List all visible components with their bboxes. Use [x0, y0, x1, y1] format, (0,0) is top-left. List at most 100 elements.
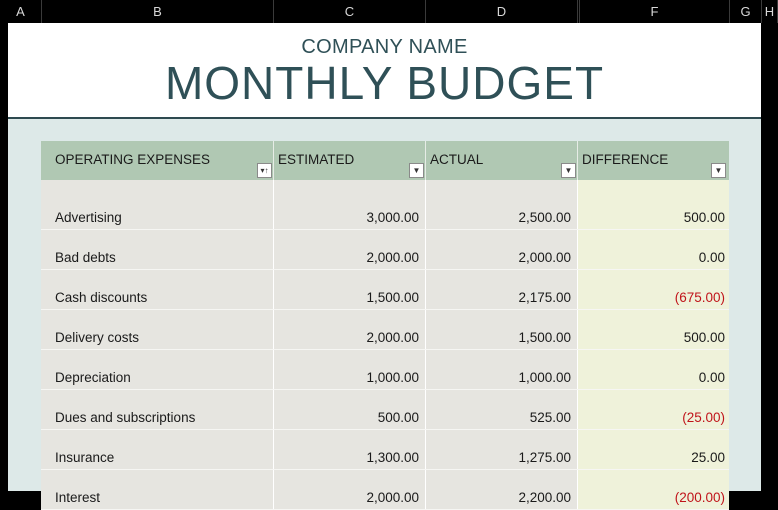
cell-actual[interactable]: 2,000.00 [426, 230, 578, 270]
header-label: DIFFERENCE [582, 152, 669, 167]
column-background [426, 180, 578, 510]
cell-difference[interactable]: 500.00 [578, 190, 729, 230]
column-header-a[interactable]: A [0, 0, 42, 23]
cell-estimated[interactable]: 1,500.00 [274, 270, 426, 310]
cell-estimated[interactable]: 1,000.00 [274, 350, 426, 390]
cell-expense-value: Insurance [55, 450, 115, 465]
cell-estimated[interactable]: 3,000.00 [274, 190, 426, 230]
column-header-b[interactable]: B [42, 0, 274, 23]
cell-actual[interactable]: 2,500.00 [426, 190, 578, 230]
cell-expense-value: Dues and subscriptions [55, 410, 196, 425]
cell-estimated[interactable]: 1,300.00 [274, 430, 426, 470]
cell-actual-value: 1,000.00 [518, 370, 571, 385]
column-header-c[interactable]: C [274, 0, 426, 23]
cell-estimated-value: 3,000.00 [366, 210, 419, 225]
company-name[interactable]: COMPANY NAME [301, 36, 468, 58]
header-operating-expenses[interactable]: OPERATING EXPENSES ▾↑ [41, 141, 274, 180]
cell-difference-value: (200.00) [674, 490, 725, 505]
cell-estimated[interactable]: 2,000.00 [274, 470, 426, 510]
cell-estimated[interactable]: 500.00 [274, 390, 426, 430]
cell-expense[interactable]: Delivery costs [41, 310, 274, 350]
cell-expense[interactable]: Depreciation [41, 350, 274, 390]
worksheet: COMPANY NAME MONTHLY BUDGET OPERATING EX… [8, 23, 761, 510]
cell-actual-value: 2,200.00 [518, 490, 571, 505]
header-actual[interactable]: ACTUAL ▼ [426, 141, 578, 180]
header-label: OPERATING EXPENSES [55, 152, 211, 167]
cell-estimated-value: 500.00 [377, 410, 419, 425]
column-header-f[interactable]: F [580, 0, 730, 23]
cell-difference-value: (25.00) [682, 410, 725, 425]
cell-expense[interactable]: Bad debts [41, 230, 274, 270]
table-area: OPERATING EXPENSES ▾↑ ESTIMATED ▼ ACTUAL… [8, 119, 761, 510]
cell-actual-value: 1,275.00 [518, 450, 571, 465]
column-background [41, 180, 274, 510]
filter-dropdown-icon[interactable]: ▼ [409, 163, 424, 178]
cell-estimated[interactable]: 2,000.00 [274, 230, 426, 270]
column-background [578, 180, 729, 510]
cell-difference-value: (675.00) [674, 290, 725, 305]
header-estimated[interactable]: ESTIMATED ▼ [274, 141, 426, 180]
cell-expense[interactable]: Insurance [41, 430, 274, 470]
column-header-e[interactable] [578, 0, 580, 23]
column-header-d[interactable]: D [426, 0, 578, 23]
cell-difference[interactable]: (675.00) [578, 270, 729, 310]
table-header-row: OPERATING EXPENSES ▾↑ ESTIMATED ▼ ACTUAL… [41, 141, 729, 180]
sort-filter-icon[interactable]: ▾↑ [257, 163, 272, 178]
table-row: Cash discounts 1,500.00 2,175.00 (675.00) [41, 270, 729, 310]
cell-expense[interactable]: Dues and subscriptions [41, 390, 274, 430]
cell-actual-value: 2,000.00 [518, 250, 571, 265]
title-band: COMPANY NAME MONTHLY BUDGET [8, 23, 761, 119]
table-row: Interest 2,000.00 2,200.00 (200.00) [41, 470, 729, 510]
cell-actual-value: 2,500.00 [518, 210, 571, 225]
filter-dropdown-icon[interactable]: ▼ [561, 163, 576, 178]
header-difference[interactable]: DIFFERENCE ▼ [578, 141, 729, 180]
cell-actual[interactable]: 1,275.00 [426, 430, 578, 470]
cell-expense-value: Advertising [55, 210, 122, 225]
table-row: Depreciation 1,000.00 1,000.00 0.00 [41, 350, 729, 390]
cell-difference-value: 500.00 [683, 330, 725, 345]
cell-actual[interactable]: 2,200.00 [426, 470, 578, 510]
cell-expense-value: Delivery costs [55, 330, 140, 345]
cell-expense[interactable]: Interest [41, 470, 274, 510]
cell-expense-value: Interest [55, 490, 101, 505]
header-label: ESTIMATED [278, 152, 355, 167]
table-row: Insurance 1,300.00 1,275.00 25.00 [41, 430, 729, 470]
cell-difference[interactable]: (200.00) [578, 470, 729, 510]
cell-estimated-value: 2,000.00 [366, 250, 419, 265]
cell-difference-value: 500.00 [683, 210, 725, 225]
column-header-h[interactable]: H [762, 0, 778, 23]
cell-difference[interactable]: 0.00 [578, 350, 729, 390]
budget-table: OPERATING EXPENSES ▾↑ ESTIMATED ▼ ACTUAL… [41, 141, 729, 510]
column-background [274, 180, 426, 510]
table-row: Bad debts 2,000.00 2,000.00 0.00 [41, 230, 729, 270]
cell-actual[interactable]: 1,000.00 [426, 350, 578, 390]
cell-expense[interactable]: Advertising [41, 190, 274, 230]
table-row: Delivery costs 2,000.00 1,500.00 500.00 [41, 310, 729, 350]
cell-actual-value: 1,500.00 [518, 330, 571, 345]
cell-estimated-value: 2,000.00 [366, 490, 419, 505]
cell-estimated-value: 1,500.00 [366, 290, 419, 305]
cell-expense-value: Cash discounts [55, 290, 148, 305]
cell-actual-value: 525.00 [529, 410, 571, 425]
cell-difference[interactable]: 0.00 [578, 230, 729, 270]
cell-difference[interactable]: 25.00 [578, 430, 729, 470]
cell-actual[interactable]: 525.00 [426, 390, 578, 430]
filter-dropdown-icon[interactable]: ▼ [711, 163, 726, 178]
cell-difference[interactable]: 500.00 [578, 310, 729, 350]
cell-estimated-value: 1,000.00 [366, 370, 419, 385]
cell-actual[interactable]: 2,175.00 [426, 270, 578, 310]
cell-expense-value: Depreciation [55, 370, 131, 385]
cell-estimated-value: 1,300.00 [366, 450, 419, 465]
cell-estimated[interactable]: 2,000.00 [274, 310, 426, 350]
cell-actual[interactable]: 1,500.00 [426, 310, 578, 350]
cell-expense[interactable]: Cash discounts [41, 270, 274, 310]
cell-estimated-value: 2,000.00 [366, 330, 419, 345]
cell-difference[interactable]: (25.00) [578, 390, 729, 430]
column-header-g[interactable]: G [730, 0, 762, 23]
column-header-bar: A B C D F G H [0, 0, 778, 23]
cell-difference-value: 0.00 [698, 370, 725, 385]
cell-difference-value: 0.00 [698, 250, 725, 265]
cell-difference-value: 25.00 [691, 450, 725, 465]
header-label: ACTUAL [430, 152, 484, 167]
page-title[interactable]: MONTHLY BUDGET [164, 57, 605, 109]
